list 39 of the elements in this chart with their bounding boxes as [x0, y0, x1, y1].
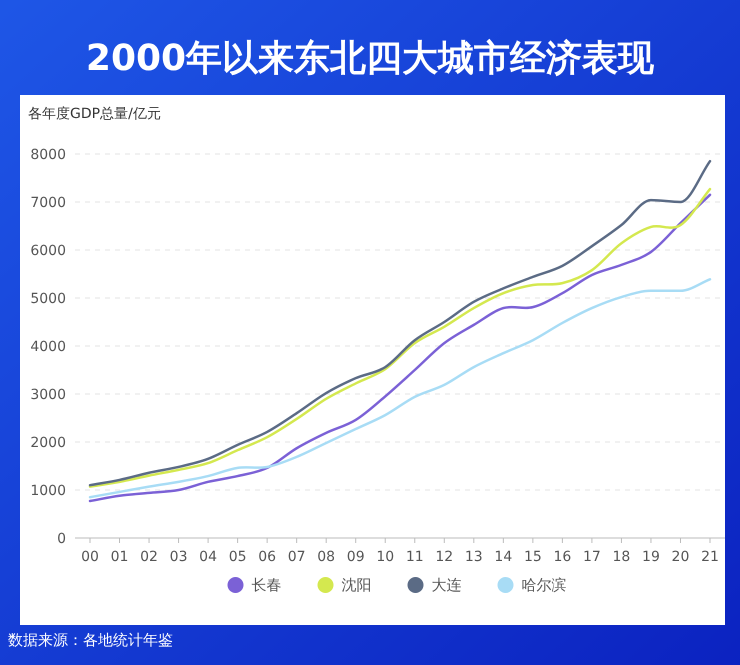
x-tick-label: 19	[642, 549, 660, 565]
y-tick-label: 4000	[30, 339, 66, 355]
x-tick-label: 07	[288, 549, 306, 565]
x-tick-label: 08	[317, 549, 336, 565]
legend-label: 大连	[432, 576, 462, 594]
x-tick-label: 12	[435, 549, 454, 565]
legend-label: 哈尔滨	[522, 576, 566, 594]
chart-title: 2000年以来东北四大城市经济表现	[86, 38, 656, 79]
x-tick-label: 15	[524, 549, 542, 565]
x-tick-label: 14	[494, 549, 512, 565]
x-tick-label: 11	[406, 549, 424, 565]
x-tick-label: 17	[582, 549, 601, 565]
x-tick-label: 09	[346, 549, 365, 565]
x-tick-label: 00	[81, 549, 99, 565]
legend-label: 沈阳	[342, 576, 372, 594]
x-tick-label: 10	[376, 549, 394, 565]
y-tick-label: 6000	[30, 243, 66, 259]
y-tick-label: 8000	[30, 147, 66, 163]
x-tick-label: 06	[258, 549, 276, 565]
x-tick-label: 04	[199, 549, 218, 565]
x-tick-label: 03	[170, 549, 188, 565]
legend-label: 长春	[252, 576, 282, 594]
x-tick-label: 16	[553, 549, 572, 565]
y-tick-label: 2000	[30, 435, 66, 451]
x-tick-label: 20	[672, 549, 690, 565]
y-tick-label: 5000	[30, 291, 66, 307]
x-tick-label: 05	[228, 549, 247, 565]
line-series	[88, 278, 712, 498]
x-tick-label: 18	[612, 549, 630, 565]
x-tick-label: 21	[701, 549, 719, 565]
x-tick-label: 02	[140, 549, 158, 565]
y-tick-label: 1000	[30, 483, 66, 499]
source-note: 数据来源：各地统计年鉴	[8, 631, 173, 649]
x-tick-label: 13	[464, 549, 483, 565]
y-tick-label: 3000	[30, 387, 66, 403]
x-tick-label: 01	[110, 549, 128, 565]
y-axis-title: 各年度GDP总量/亿元	[28, 106, 161, 122]
y-tick-label: 7000	[30, 195, 66, 211]
y-tick-label: 0	[57, 531, 66, 547]
